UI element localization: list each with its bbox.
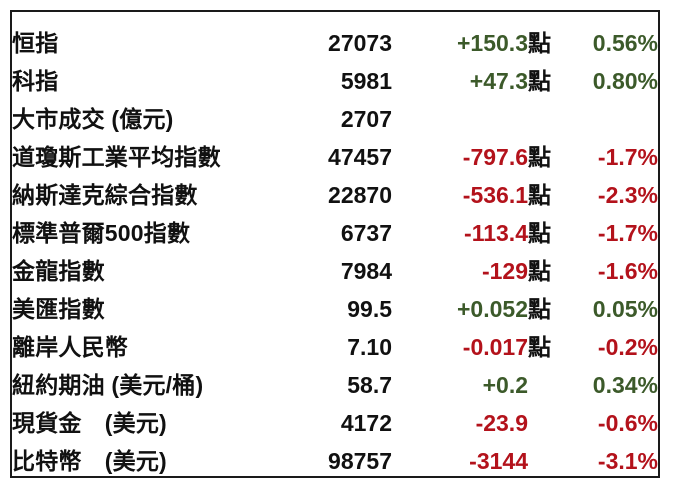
market-quotes-table: 恒指 27073 +150.3 點 0.56% 科指 5981 +47.3 點 0.80% 大市成交… bbox=[12, 24, 658, 480]
change-unit-label: 點 bbox=[528, 182, 551, 208]
instrument-label: 大市成交 (億元) bbox=[12, 106, 174, 132]
instrument-label: 恒指 bbox=[12, 30, 59, 56]
table-row[interactable]: 恒指 27073 +150.3 點 0.56% bbox=[12, 24, 658, 62]
instrument-label: 美匯指數 bbox=[12, 296, 105, 322]
instrument-value: 7984 bbox=[340, 258, 392, 284]
instrument-label: 比特幣 (美元) bbox=[12, 448, 167, 474]
instrument-value: 7.10 bbox=[347, 334, 392, 360]
table-row[interactable]: 大市成交 (億元) 2707 bbox=[12, 100, 658, 138]
instrument-percent: -2.3% bbox=[597, 182, 658, 208]
instrument-label: 紐約期油 (美元/桶) bbox=[12, 372, 204, 398]
instrument-percent: 0.34% bbox=[592, 372, 658, 398]
instrument-value: 47457 bbox=[328, 144, 392, 170]
change-unit-label: 點 bbox=[528, 296, 551, 322]
instrument-label: 現貨金 (美元) bbox=[12, 410, 167, 436]
instrument-change: +0.2 bbox=[482, 372, 528, 398]
instrument-percent: -1.7% bbox=[597, 144, 658, 170]
instrument-value: 27073 bbox=[328, 30, 392, 56]
instrument-change: +150.3 bbox=[457, 30, 528, 56]
instrument-change bbox=[392, 100, 528, 138]
instrument-value: 58.7 bbox=[347, 372, 392, 398]
instrument-percent: 0.80% bbox=[592, 68, 658, 94]
table-row[interactable]: 現貨金 (美元) 4172 -23.9 -0.6% bbox=[12, 404, 658, 442]
change-unit-label: 點 bbox=[528, 144, 551, 170]
table-row[interactable]: 科指 5981 +47.3 點 0.80% bbox=[12, 62, 658, 100]
table-row[interactable]: 比特幣 (美元) 98757 -3144 -3.1% bbox=[12, 442, 658, 480]
instrument-label: 納斯達克綜合指數 bbox=[12, 182, 198, 208]
change-unit-label: 點 bbox=[528, 220, 551, 246]
instrument-value: 5981 bbox=[340, 68, 392, 94]
table-row[interactable]: 紐約期油 (美元/桶) 58.7 +0.2 0.34% bbox=[12, 366, 658, 404]
change-unit-label bbox=[528, 366, 566, 404]
instrument-percent: -3.1% bbox=[597, 448, 658, 474]
instrument-change: +0.052 bbox=[457, 296, 528, 322]
instrument-percent bbox=[566, 100, 658, 138]
instrument-percent: -1.6% bbox=[597, 258, 658, 284]
instrument-change: -113.4 bbox=[464, 220, 528, 246]
change-unit-label: 點 bbox=[528, 334, 551, 360]
instrument-value: 4172 bbox=[340, 410, 392, 436]
instrument-percent: 0.05% bbox=[592, 296, 658, 322]
instrument-change: -536.1 bbox=[462, 182, 528, 208]
market-quotes-body: 恒指 27073 +150.3 點 0.56% 科指 5981 +47.3 點 0.80% 大市成交… bbox=[12, 24, 658, 480]
instrument-value: 6737 bbox=[340, 220, 392, 246]
instrument-value: 99.5 bbox=[347, 296, 392, 322]
change-unit-label: 點 bbox=[528, 68, 551, 94]
table-row[interactable]: 納斯達克綜合指數 22870 -536.1 點 -2.3% bbox=[12, 176, 658, 214]
table-row[interactable]: 離岸人民幣 7.10 -0.017 點 -0.2% bbox=[12, 328, 658, 366]
instrument-percent: -1.7% bbox=[597, 220, 658, 246]
instrument-change: -3144 bbox=[469, 448, 528, 474]
instrument-value: 2707 bbox=[340, 106, 392, 132]
table-row[interactable]: 道瓊斯工業平均指數 47457 -797.6 點 -1.7% bbox=[12, 138, 658, 176]
instrument-percent: 0.56% bbox=[592, 30, 658, 56]
table-row[interactable]: 標準普爾500指數 6737 -113.4 點 -1.7% bbox=[12, 214, 658, 252]
instrument-change: -797.6 bbox=[462, 144, 528, 170]
change-unit-label bbox=[528, 404, 566, 442]
instrument-label: 金龍指數 bbox=[12, 258, 105, 284]
instrument-label: 科指 bbox=[12, 68, 59, 94]
instrument-change: -23.9 bbox=[475, 410, 528, 436]
instrument-percent: -0.6% bbox=[597, 410, 658, 436]
change-unit-label bbox=[528, 442, 566, 480]
instrument-change: -0.017 bbox=[462, 334, 528, 360]
change-unit-label: 點 bbox=[528, 30, 551, 56]
market-quotes-panel: 恒指 27073 +150.3 點 0.56% 科指 5981 +47.3 點 0.80% 大市成交… bbox=[10, 10, 660, 478]
instrument-change: -129 bbox=[481, 258, 528, 284]
table-row[interactable]: 金龍指數 7984 -129 點 -1.6% bbox=[12, 252, 658, 290]
change-unit-label: 點 bbox=[528, 258, 551, 284]
table-row[interactable]: 美匯指數 99.5 +0.052 點 0.05% bbox=[12, 290, 658, 328]
instrument-label: 道瓊斯工業平均指數 bbox=[12, 144, 221, 170]
change-unit-label bbox=[528, 100, 566, 138]
instrument-change: +47.3 bbox=[469, 68, 528, 94]
instrument-value: 22870 bbox=[328, 182, 392, 208]
instrument-label: 離岸人民幣 bbox=[12, 334, 128, 360]
instrument-label: 標準普爾500指數 bbox=[12, 220, 191, 246]
instrument-value: 98757 bbox=[328, 448, 392, 474]
instrument-percent: -0.2% bbox=[597, 334, 658, 360]
